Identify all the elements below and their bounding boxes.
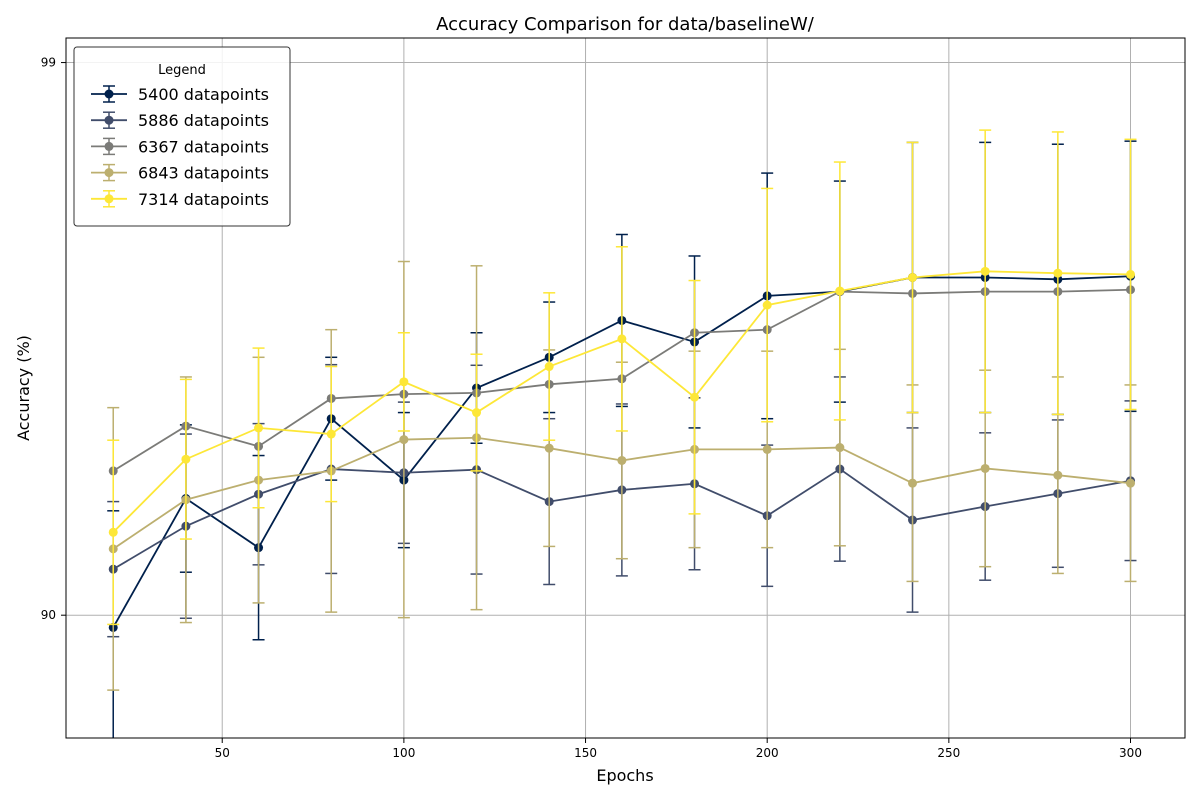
series-layer — [107, 129, 1137, 738]
plot-frame — [65, 37, 1186, 739]
x-axis: 50 100 150 200 250 300 — [215, 738, 1142, 760]
data-point — [617, 455, 627, 465]
x-tick-label: 100 — [392, 746, 415, 760]
data-point — [1126, 269, 1136, 279]
legend: Legend 5400 datapoints 5886 datapoints 636… — [73, 46, 291, 227]
x-tick-label: 300 — [1119, 746, 1142, 760]
data-point — [326, 429, 336, 439]
legend-items: 5400 datapoints 5886 datapoints 6367 datap… — [91, 85, 269, 209]
legend-item: 6367 datapoints — [91, 137, 269, 156]
data-point — [835, 443, 845, 453]
legend-box — [73, 46, 291, 227]
legend-marker — [104, 194, 114, 204]
y-axis: 90 99 — [41, 56, 66, 622]
data-point — [544, 362, 554, 372]
legend-label: 5400 datapoints — [138, 85, 269, 104]
legend-marker — [104, 168, 114, 178]
data-point — [254, 423, 264, 433]
data-point — [690, 392, 700, 402]
data-point — [908, 272, 918, 282]
legend-label: 6367 datapoints — [138, 137, 269, 156]
legend-label: 7314 datapoints — [138, 190, 269, 209]
data-point — [835, 286, 845, 296]
legend-label: 6843 datapoints — [138, 164, 269, 183]
data-point — [1053, 470, 1063, 480]
legend-item: 5400 datapoints — [91, 85, 269, 104]
x-tick-label: 200 — [756, 746, 779, 760]
legend-item: 5886 datapoints — [91, 111, 269, 130]
y-axis-label: Accuracy (%) — [14, 335, 33, 441]
y-tick-label: 99 — [41, 56, 56, 70]
legend-item: 7314 datapoints — [91, 190, 269, 209]
legend-marker — [104, 141, 114, 151]
data-point — [762, 444, 772, 454]
data-point — [1053, 268, 1063, 278]
data-point — [544, 443, 554, 453]
legend-title: Legend — [158, 63, 206, 78]
data-point — [399, 377, 409, 387]
data-point — [108, 527, 118, 537]
data-point — [1126, 478, 1136, 488]
x-axis-label: Epochs — [596, 766, 653, 785]
data-point — [181, 454, 191, 464]
y-tick-label: 90 — [41, 608, 56, 622]
data-point — [472, 408, 482, 418]
data-point — [617, 334, 627, 344]
data-point — [908, 478, 918, 488]
legend-marker — [104, 115, 114, 125]
legend-label: 5886 datapoints — [138, 111, 269, 130]
data-point — [980, 266, 990, 276]
series-5 — [107, 129, 1137, 626]
legend-marker — [104, 89, 114, 99]
x-tick-label: 50 — [215, 746, 230, 760]
data-point — [762, 300, 772, 310]
x-tick-label: 250 — [937, 746, 960, 760]
data-point — [399, 435, 409, 445]
chart-title: Accuracy Comparison for data/baselineW/ — [436, 14, 815, 35]
data-point — [980, 463, 990, 473]
x-tick-label: 150 — [574, 746, 597, 760]
legend-item: 6843 datapoints — [91, 164, 269, 183]
